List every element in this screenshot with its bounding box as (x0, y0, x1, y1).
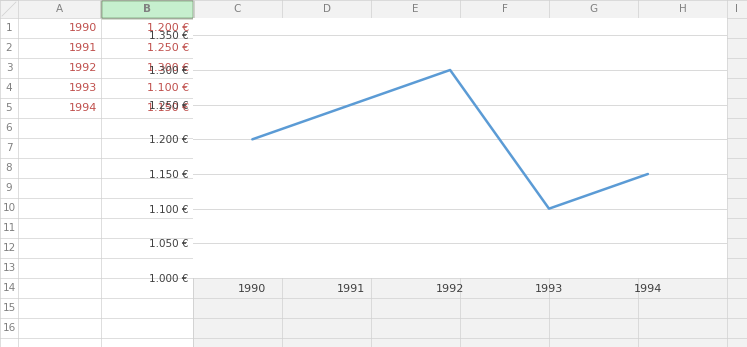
Text: 5: 5 (6, 103, 12, 113)
Text: 3: 3 (6, 63, 12, 73)
Text: 15: 15 (2, 303, 16, 313)
Text: G: G (589, 4, 598, 14)
Text: 1991: 1991 (69, 43, 97, 53)
Text: F: F (501, 4, 507, 14)
Text: 9: 9 (6, 183, 12, 193)
Text: 1.150 €: 1.150 € (147, 103, 189, 113)
Text: 1.300 €: 1.300 € (147, 63, 189, 73)
Text: 1.200 €: 1.200 € (146, 23, 189, 33)
Text: E: E (412, 4, 419, 14)
Text: 10: 10 (2, 203, 16, 213)
Text: 1.100 €: 1.100 € (147, 83, 189, 93)
Text: B: B (143, 4, 151, 14)
Bar (193, 0, 747, 347)
Text: 1993: 1993 (69, 83, 97, 93)
Text: 1994: 1994 (69, 103, 97, 113)
Text: 2: 2 (6, 43, 12, 53)
Bar (101, 0, 193, 18)
Text: 11: 11 (2, 223, 16, 233)
Text: D: D (323, 4, 330, 14)
Text: 7: 7 (6, 143, 12, 153)
Text: 1990: 1990 (69, 23, 97, 33)
Text: 8: 8 (6, 163, 12, 173)
Text: 16: 16 (2, 323, 16, 333)
Text: C: C (234, 4, 241, 14)
Text: I: I (736, 4, 739, 14)
Text: 13: 13 (2, 263, 16, 273)
Text: 1992: 1992 (69, 63, 97, 73)
Text: 12: 12 (2, 243, 16, 253)
Text: 6: 6 (6, 123, 12, 133)
Bar (0, 0, 747, 18)
Text: 4: 4 (6, 83, 12, 93)
Bar (0, 0, 193, 347)
Text: A: A (56, 4, 63, 14)
Text: 14: 14 (2, 283, 16, 293)
Text: H: H (678, 4, 686, 14)
Text: 1.250 €: 1.250 € (146, 43, 189, 53)
Text: 1: 1 (6, 23, 12, 33)
